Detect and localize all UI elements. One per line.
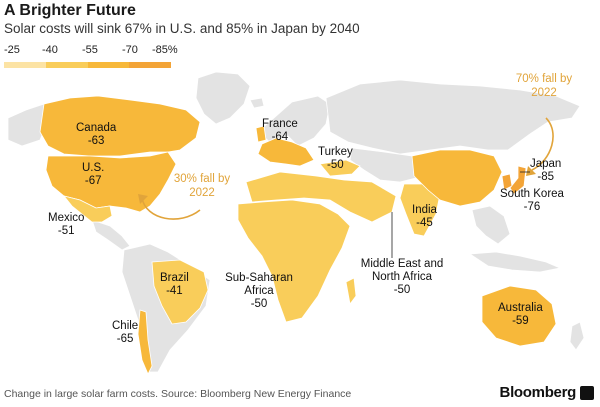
region-name: France [262,118,298,130]
region-label-mexico: Mexico -51 [48,212,84,238]
region-name: Brazil [160,272,189,284]
region-label-subsaharan: Sub-Saharan Africa -50 [222,272,296,311]
region-label-mena: Middle East and North Africa -50 [357,258,447,297]
greenland [195,71,251,125]
subsaharan-africa-region [237,199,351,323]
usa-region [45,151,177,213]
region-value: -65 [116,333,134,345]
region-label-chile: Chile -65 [112,320,138,346]
mena-region [245,171,397,223]
legend-tick: -70 [122,44,138,56]
region-name: Japan [530,158,562,170]
region-name: Canada [76,122,117,134]
southeast-asia [471,205,511,245]
madagascar-region [345,277,357,305]
turkey-region [319,159,361,177]
europe-north [257,95,331,147]
legend-swatch [87,62,130,68]
new-zealand [569,321,585,351]
region-value: -67 [84,175,102,187]
japan-fall-annotation: 70% fall by 2022 [515,73,573,99]
region-name: Chile [112,320,139,332]
region-label-brazil: Brazil -41 [160,272,189,298]
bloomberg-logo: Bloomberg [499,384,577,401]
region-label-india: India -45 [412,204,437,230]
region-value: -76 [523,201,541,213]
region-value: -63 [87,135,105,147]
legend-swatch [4,62,46,68]
region-label-canada: Canada -63 [76,122,116,148]
legend-gradient-bar [4,62,171,68]
us-fall-arrowhead [138,194,148,204]
japan-fall-arrow [531,117,554,171]
legend-tick: -40 [42,44,58,56]
us-fall-arrow [141,197,201,220]
japan-region [509,165,527,195]
region-label-australia: Australia -59 [498,302,543,328]
region-label-france: France -64 [262,118,298,144]
legend-swatch [129,62,171,68]
region-label-south-korea: South Korea -76 [500,188,564,214]
chile-region [137,309,153,375]
mexico-region [62,195,113,223]
region-name: Turkey [318,146,353,158]
region-value: -50 [393,284,411,296]
region-value: -45 [416,217,433,229]
japan-fall-arrowhead [526,166,536,176]
region-value: -59 [512,315,529,327]
region-name: Mexico [48,212,85,224]
region-name: Sub-Saharan Africa [225,272,293,297]
chart-subtitle: Solar costs will sink 67% in U.S. and 85… [4,21,360,36]
australia-region [481,285,557,347]
region-label-japan: Japan -85 [530,158,561,184]
region-name: South Korea [500,188,564,200]
brazil-region [151,259,209,325]
color-legend: -25 -40 -55 -70 -85% [4,44,178,68]
europe-region [257,137,315,167]
region-name: U.S. [82,162,105,174]
legend-tick: -55 [82,44,98,56]
bloomberg-logo-icon [580,386,594,400]
region-label-turkey: Turkey -50 [318,146,353,172]
region-name: Middle East and North Africa [360,258,444,283]
region-value: -51 [57,225,75,237]
canada-region [39,95,201,157]
us-fall-annotation: 30% fall by 2022 [173,173,231,199]
legend-tick: -85% [152,44,178,56]
region-label-us: U.S. -67 [82,162,104,188]
legend-swatch [45,62,88,68]
region-name: Australia [498,302,543,314]
region-name: India [412,204,437,216]
region-value: -50 [250,298,268,310]
region-value: -50 [327,159,344,171]
indonesia [468,251,562,273]
region-value: -85 [537,171,554,183]
china-region [411,149,503,207]
region-value: -64 [271,131,289,143]
region-value: -41 [166,285,183,297]
russia [325,79,581,155]
legend-tick: -25 [4,44,20,56]
uk-region [255,125,267,143]
central-america [91,219,131,251]
iceland [249,97,265,109]
source-note: Change in large solar farm costs. Source… [4,388,352,400]
chart-title: A Brighter Future [4,2,136,19]
